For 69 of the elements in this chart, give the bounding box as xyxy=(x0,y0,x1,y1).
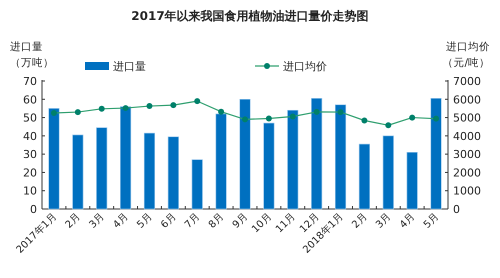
bar xyxy=(216,114,227,210)
y2-tick-label: 6000 xyxy=(453,93,481,106)
x-tick-label: 7月 xyxy=(183,211,202,231)
y2-tick-label: 0 xyxy=(453,203,460,216)
point xyxy=(242,116,248,122)
y2-tick-label: 2000 xyxy=(453,166,481,180)
point xyxy=(266,115,272,122)
legend-label: 进口均价 xyxy=(283,60,327,73)
point xyxy=(433,116,440,122)
bar xyxy=(192,159,203,210)
bar xyxy=(263,122,274,210)
legend-label: 进口量 xyxy=(113,60,146,73)
bar xyxy=(334,104,346,210)
point xyxy=(122,105,129,112)
x-tick-label: 11月 xyxy=(274,211,298,236)
chart-title: 2017年以来我国食用植物油进口量价走势图 xyxy=(131,9,369,23)
bar xyxy=(311,98,322,210)
bar xyxy=(358,144,370,210)
point xyxy=(385,122,392,128)
x-tick-label: 8月 xyxy=(206,211,226,231)
x-tick-label: 5月 xyxy=(135,211,155,231)
bar xyxy=(120,106,132,210)
y-axis-title: 进口量（万吨） xyxy=(10,40,54,69)
bar xyxy=(287,110,298,210)
x-tick-label: 4月 xyxy=(111,211,131,231)
bar xyxy=(48,108,60,210)
x-tick-label: 10月 xyxy=(250,211,274,236)
x-tick-label: 2月 xyxy=(350,211,370,231)
y2-tick-label: 3000 xyxy=(453,148,481,162)
point xyxy=(194,98,200,104)
x-tick-label: 6月 xyxy=(159,211,178,231)
point xyxy=(314,108,320,115)
bar xyxy=(168,136,179,210)
y-tick-label: 50 xyxy=(23,112,37,125)
x-tick-label: 4月 xyxy=(398,211,418,231)
point xyxy=(409,114,416,121)
y-tick-label: 10 xyxy=(23,184,37,198)
point xyxy=(361,117,368,124)
point xyxy=(290,113,296,120)
y2-tick-label: 7000 xyxy=(453,75,481,88)
x-tick-label: 9月 xyxy=(230,211,250,231)
y-tick-label: 20 xyxy=(23,166,37,180)
bar xyxy=(72,134,84,210)
bar xyxy=(144,132,156,210)
x-tick-label: 5月 xyxy=(422,211,442,231)
point xyxy=(146,103,152,110)
point xyxy=(98,106,105,112)
x-tick-label: 2月 xyxy=(64,211,83,231)
y2-tick-label: 5000 xyxy=(453,112,481,125)
y2-axis-title: 进口均价（元/吨） xyxy=(442,40,490,69)
bar xyxy=(406,152,418,210)
y-tick-label: 0 xyxy=(30,203,37,216)
y2-tick-label: 1000 xyxy=(453,184,481,198)
point xyxy=(50,110,57,116)
x-tick-label: 3月 xyxy=(374,211,394,231)
y-tick-label: 30 xyxy=(23,148,37,162)
y2-tick-label: 4000 xyxy=(453,130,481,143)
y-tick-label: 40 xyxy=(23,130,37,143)
point xyxy=(170,102,176,108)
x-tick-label: 3月 xyxy=(87,211,107,231)
point xyxy=(74,109,81,116)
y-tick-label: 70 xyxy=(23,75,37,88)
point xyxy=(218,108,224,115)
bar xyxy=(430,98,442,210)
bar xyxy=(382,136,394,210)
bar xyxy=(96,127,108,210)
y-tick-label: 60 xyxy=(23,93,37,106)
bar xyxy=(239,98,251,210)
point xyxy=(338,109,344,116)
